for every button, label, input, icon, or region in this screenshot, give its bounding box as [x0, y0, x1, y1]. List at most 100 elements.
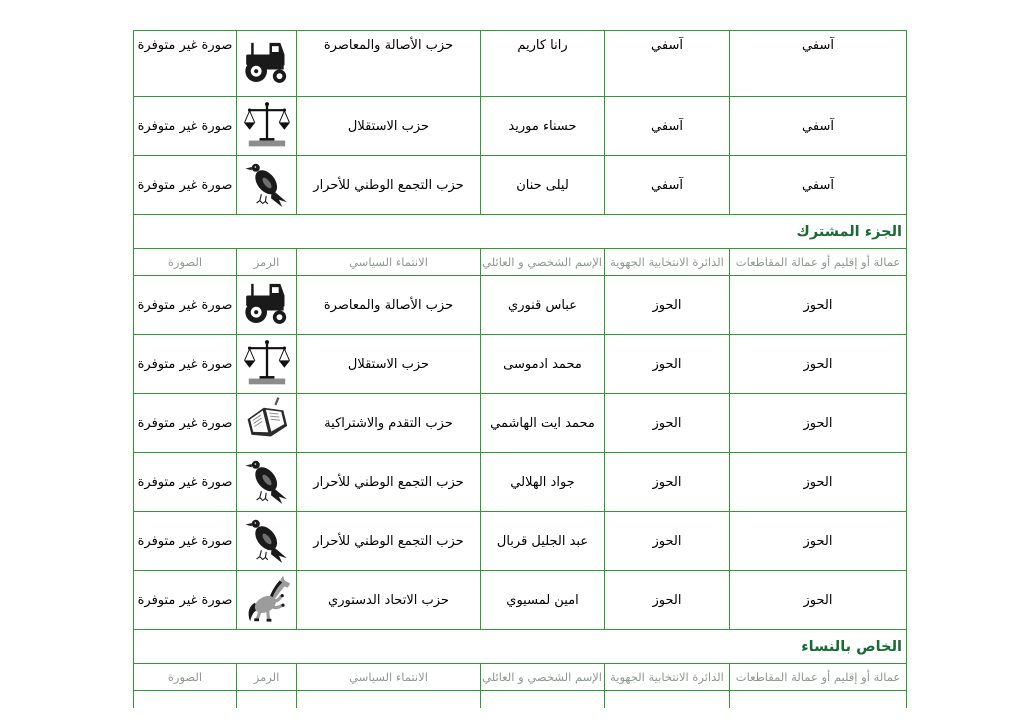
- empty-affiliation-cell: [296, 690, 481, 708]
- symbol-cell: [236, 30, 297, 97]
- photo-cell: صورة غير متوفرة: [133, 452, 237, 512]
- symbol-cell: [236, 155, 297, 215]
- candidate-row: آسفي آسفي حسناء موريد حزب الاستقلال صورة غير…: [133, 96, 907, 156]
- affiliation-cell: حزب الأصالة والمعاصرة: [296, 275, 481, 335]
- district-cell: الحوز: [604, 511, 730, 571]
- affiliation-cell: حزب التجمع الوطني للأحرار: [296, 452, 481, 512]
- scales-icon: [242, 100, 292, 148]
- district-cell: الحوز: [604, 334, 730, 394]
- district-cell: آسفي: [604, 155, 730, 215]
- affiliation-cell: حزب الاتحاد الدستوري: [296, 570, 481, 630]
- affiliation-cell: حزب التقدم والاشتراكية: [296, 393, 481, 453]
- pigeon-icon: [242, 159, 292, 207]
- name-cell: محمد ايت الهاشمي: [480, 393, 605, 453]
- photo-cell: صورة غير متوفرة: [133, 570, 237, 630]
- district-cell: الحوز: [604, 570, 730, 630]
- prefecture-cell: الحوز: [729, 452, 907, 512]
- header-cell-prefecture: عمالة أو إقليم أو عمالة المقاطعات: [729, 248, 907, 276]
- tractor-icon: [242, 279, 292, 327]
- header-cell-photo: الصورة: [133, 248, 237, 276]
- name-cell: امين لمسيوي: [480, 570, 605, 630]
- photo-cell: صورة غير متوفرة: [133, 511, 237, 571]
- photo-cell: صورة غير متوفرة: [133, 30, 237, 97]
- header-cell-symbol: الرمز: [236, 663, 297, 691]
- prefecture-cell: الحوز: [729, 334, 907, 394]
- candidate-row: الحوز الحوز عباس قنوري حزب الأصالة والمعاصر…: [133, 275, 907, 335]
- empty-prefecture-cell: [729, 690, 907, 708]
- section-title: الجزء المشترك: [133, 214, 907, 249]
- pigeon-icon: [242, 515, 292, 563]
- empty-photo-cell: [133, 690, 237, 708]
- district-cell: الحوز: [604, 452, 730, 512]
- symbol-cell: [236, 393, 297, 453]
- partial-empty-row: [133, 690, 907, 708]
- horse-icon: [242, 574, 292, 622]
- candidate-row: آسفي آسفي رانا كاريم حزب الأصالة والمعاصرة ص…: [133, 30, 907, 97]
- prefecture-cell: آسفي: [729, 155, 907, 215]
- photo-cell: صورة غير متوفرة: [133, 393, 237, 453]
- name-cell: محمد ادموسى: [480, 334, 605, 394]
- candidates-table-body: آسفي آسفي رانا كاريم حزب الأصالة والمعاصرة ص…: [133, 30, 907, 708]
- header-cell-prefecture: عمالة أو إقليم أو عمالة المقاطعات: [729, 663, 907, 691]
- book-icon: [242, 396, 292, 445]
- photo-cell: صورة غير متوفرة: [133, 334, 237, 394]
- section-title: الخاص بالنساء: [133, 629, 907, 664]
- empty-symbol-cell: [236, 690, 297, 708]
- candidate-row: الحوز الحوز محمد ايت الهاشمي حزب التقدم وال…: [133, 393, 907, 453]
- symbol-cell: [236, 511, 297, 571]
- header-cell-district: الدائرة الانتخابية الجهوية: [604, 663, 730, 691]
- photo-cell: صورة غير متوفرة: [133, 155, 237, 215]
- photo-cell: صورة غير متوفرة: [133, 96, 237, 156]
- prefecture-cell: الحوز: [729, 393, 907, 453]
- candidate-row: آسفي آسفي ليلى حنان حزب التجمع الوطني للأحر…: [133, 155, 907, 215]
- district-cell: الحوز: [604, 393, 730, 453]
- symbol-cell: [236, 334, 297, 394]
- prefecture-cell: الحوز: [729, 275, 907, 335]
- pigeon-icon: [242, 456, 292, 504]
- candidates-table: آسفي آسفي رانا كاريم حزب الأصالة والمعاصرة ص…: [133, 30, 907, 708]
- affiliation-cell: حزب الاستقلال: [296, 96, 481, 156]
- name-cell: عبد الجليل قربال: [480, 511, 605, 571]
- section-title-row: الجزء المشترك: [133, 214, 907, 249]
- name-cell: جواد الهلالي: [480, 452, 605, 512]
- symbol-cell: [236, 275, 297, 335]
- symbol-cell: [236, 96, 297, 156]
- district-cell: آسفي: [604, 30, 730, 97]
- name-cell: رانا كاريم: [480, 30, 605, 97]
- prefecture-cell: الحوز: [729, 511, 907, 571]
- district-cell: الحوز: [604, 275, 730, 335]
- prefecture-cell: آسفي: [729, 30, 907, 97]
- header-cell-name: الإسم الشخصي و العائلي: [480, 663, 605, 691]
- header-cell-district: الدائرة الانتخابية الجهوية: [604, 248, 730, 276]
- header-cell-symbol: الرمز: [236, 248, 297, 276]
- candidates-table-wrap: آسفي آسفي رانا كاريم حزب الأصالة والمعاصرة ص…: [133, 30, 907, 708]
- affiliation-cell: حزب الاستقلال: [296, 334, 481, 394]
- district-cell: آسفي: [604, 96, 730, 156]
- affiliation-cell: حزب التجمع الوطني للأحرار: [296, 155, 481, 215]
- name-cell: عباس قنوري: [480, 275, 605, 335]
- photo-cell: صورة غير متوفرة: [133, 275, 237, 335]
- candidate-row: الحوز الحوز جواد الهلالي حزب التجمع الوطني …: [133, 452, 907, 512]
- affiliation-cell: حزب الأصالة والمعاصرة: [296, 30, 481, 97]
- candidate-row: الحوز الحوز عبد الجليل قربال حزب التجمع الو…: [133, 511, 907, 571]
- prefecture-cell: آسفي: [729, 96, 907, 156]
- column-header-row: عمالة أو إقليم أو عمالة المقاطعات الدائرة…: [133, 248, 907, 276]
- scales-icon: [242, 338, 292, 386]
- prefecture-cell: الحوز: [729, 570, 907, 630]
- candidate-row: الحوز الحوز محمد ادموسى حزب الاستقلال صورة غ…: [133, 334, 907, 394]
- symbol-cell: [236, 452, 297, 512]
- affiliation-cell: حزب التجمع الوطني للأحرار: [296, 511, 481, 571]
- section-title-row: الخاص بالنساء: [133, 629, 907, 664]
- header-cell-name: الإسم الشخصي و العائلي: [480, 248, 605, 276]
- header-cell-affiliation: الانتماء السياسي: [296, 663, 481, 691]
- header-cell-photo: الصورة: [133, 663, 237, 691]
- header-cell-affiliation: الانتماء السياسي: [296, 248, 481, 276]
- candidate-row: الحوز الحوز امين لمسيوي حزب الاتحاد الدستور…: [133, 570, 907, 630]
- column-header-row: عمالة أو إقليم أو عمالة المقاطعات الدائرة…: [133, 663, 907, 691]
- empty-district-cell: [604, 690, 730, 708]
- symbol-cell: [236, 570, 297, 630]
- name-cell: ليلى حنان: [480, 155, 605, 215]
- empty-name-cell: [480, 690, 605, 708]
- name-cell: حسناء موريد: [480, 96, 605, 156]
- tractor-icon: [242, 38, 292, 86]
